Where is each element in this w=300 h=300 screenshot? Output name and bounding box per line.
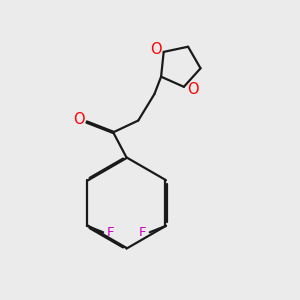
Text: O: O (150, 42, 161, 57)
Text: O: O (187, 82, 199, 97)
Text: F: F (139, 226, 146, 239)
Text: O: O (73, 112, 84, 127)
Text: F: F (106, 226, 114, 239)
